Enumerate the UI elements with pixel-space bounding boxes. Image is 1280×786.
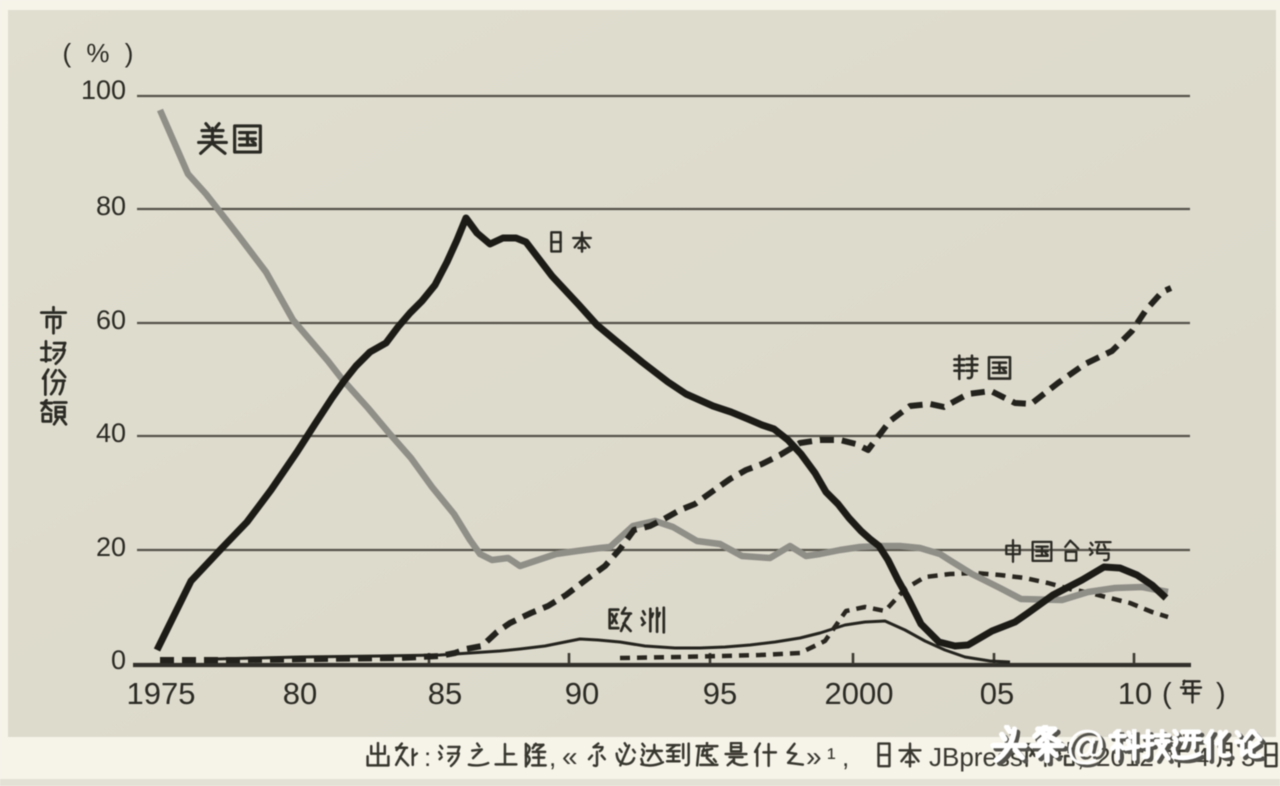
svg-text:60: 60 (96, 305, 126, 335)
svg-text:95: 95 (703, 676, 737, 711)
svg-text:,: , (1077, 742, 1084, 772)
svg-text:): ) (1216, 678, 1226, 710)
svg-text:20: 20 (96, 532, 126, 562)
svg-text:«: « (562, 741, 578, 772)
svg-text:¹: ¹ (827, 742, 836, 772)
svg-text:85: 85 (428, 676, 462, 711)
svg-text:2000: 2000 (825, 676, 894, 711)
svg-text:(: ( (1162, 678, 1172, 710)
svg-text:,: , (549, 742, 556, 772)
svg-text:100: 100 (81, 75, 126, 105)
svg-text:10: 10 (1118, 676, 1152, 711)
svg-text:05: 05 (980, 676, 1014, 711)
svg-text:»: » (806, 741, 822, 772)
svg-text:80: 80 (96, 191, 126, 221)
svg-text:40: 40 (96, 418, 126, 448)
svg-text:@: @ (1066, 723, 1105, 767)
svg-text:0: 0 (111, 645, 126, 675)
svg-text:@: @ (1069, 726, 1108, 770)
svg-text::: : (424, 742, 431, 772)
svg-text:,: , (842, 742, 849, 772)
svg-text:80: 80 (283, 676, 317, 711)
svg-text:1975: 1975 (127, 676, 196, 711)
svg-text:90: 90 (565, 676, 599, 711)
svg-text:( % ): ( % ) (63, 38, 138, 68)
